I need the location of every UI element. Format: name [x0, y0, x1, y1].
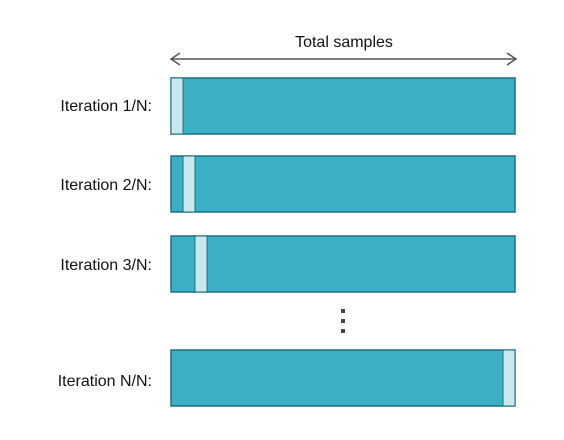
- held-out-fold: [182, 155, 196, 213]
- samples-bar: [170, 235, 516, 293]
- ellipsis-dot: [341, 309, 345, 313]
- samples-bar: [170, 77, 516, 135]
- ellipsis-dot: [341, 319, 345, 323]
- arrow-head-left: [169, 52, 181, 66]
- iteration-row: Iteration 3/N:: [60, 235, 516, 293]
- held-out-fold: [194, 235, 208, 293]
- iteration-label: Iteration 1/N:: [60, 98, 152, 115]
- total-samples-label: Total samples: [295, 34, 393, 51]
- total-samples-arrow: [169, 52, 518, 66]
- iteration-label: Iteration 2/N:: [60, 177, 152, 194]
- held-out-fold: [170, 77, 184, 135]
- vertical-ellipsis: [341, 309, 345, 333]
- arrow-head-right: [506, 52, 518, 66]
- iteration-row: Iteration N/N:: [58, 349, 516, 407]
- iteration-row: Iteration 2/N:: [60, 155, 516, 213]
- samples-bar: [170, 349, 516, 407]
- iteration-label: Iteration N/N:: [58, 373, 152, 390]
- iteration-label: Iteration 3/N:: [60, 257, 152, 274]
- iteration-row: Iteration 1/N:: [60, 77, 516, 135]
- ellipsis-dot: [341, 329, 345, 333]
- held-out-fold: [502, 349, 516, 407]
- samples-bar: [170, 155, 516, 213]
